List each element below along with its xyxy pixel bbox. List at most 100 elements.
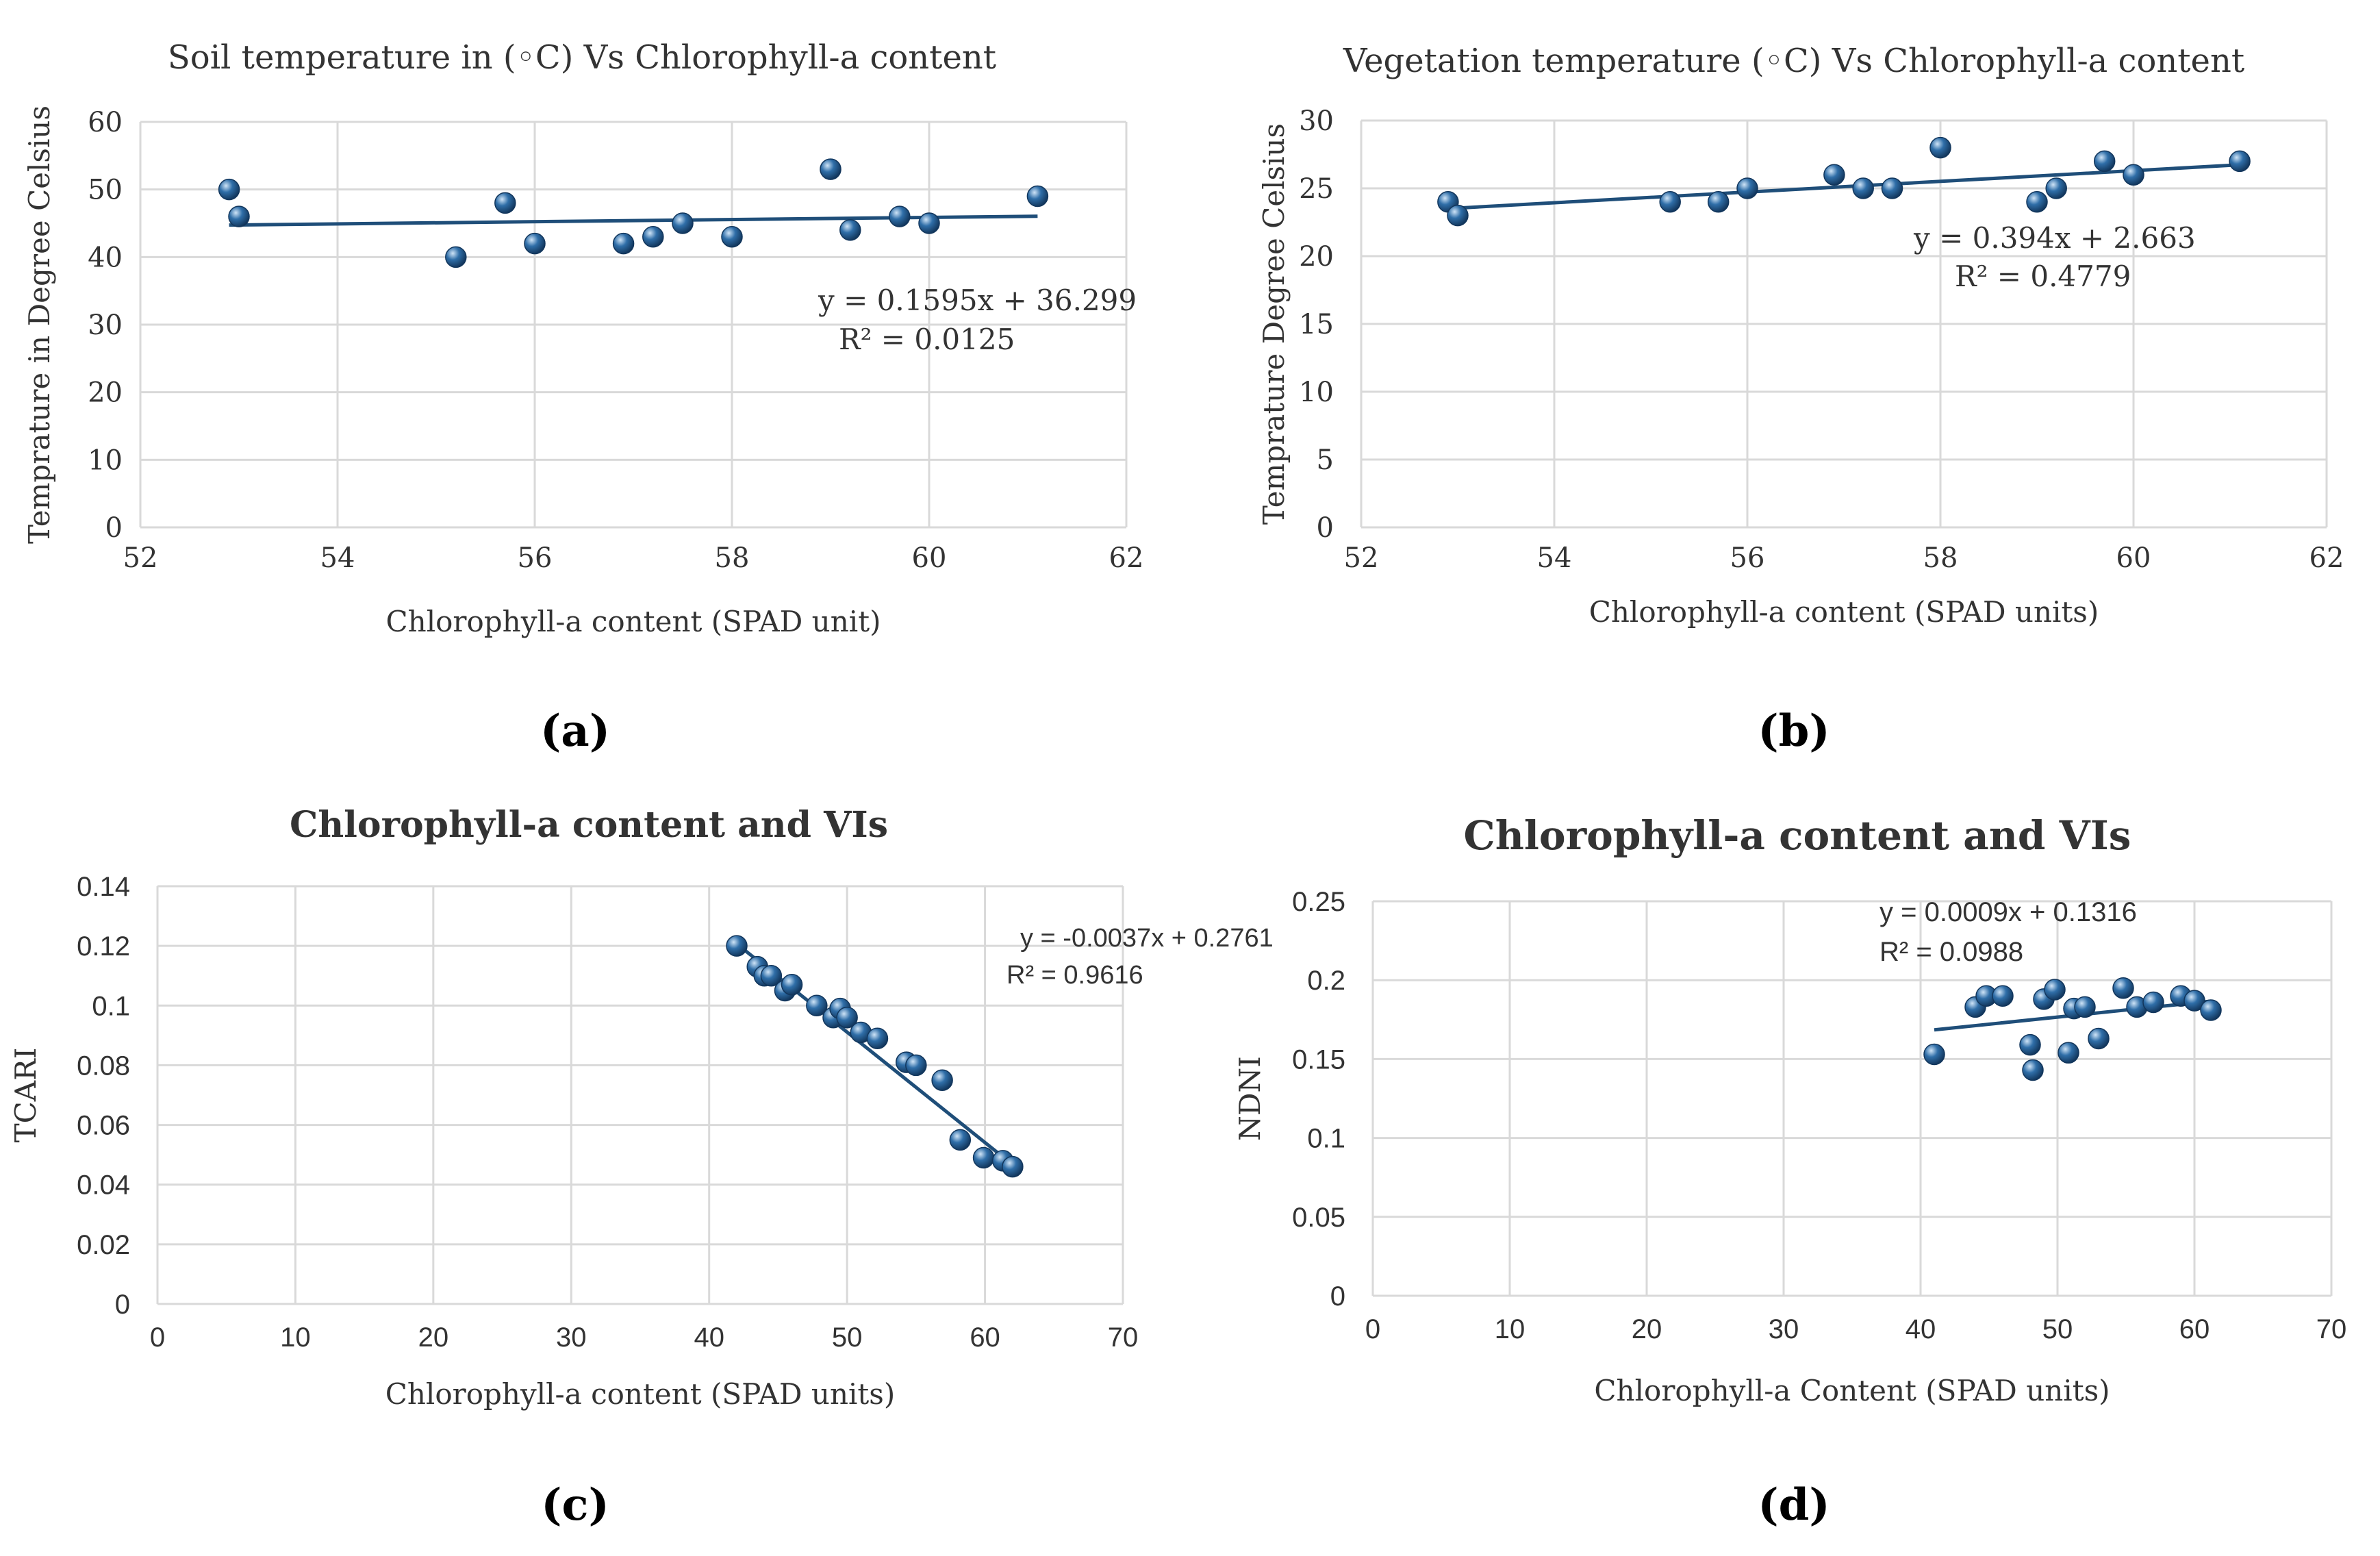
chart-a-y-axis-label: Temprature in Degree Celsius (23, 105, 56, 544)
chart-b-data-point (2026, 191, 2048, 213)
chart-d-ytick-label: 0.15 (1292, 1044, 1345, 1075)
chart-d-xtick-label: 60 (2179, 1314, 2210, 1344)
chart-a-ytick-label: 30 (88, 310, 123, 341)
chart-d-xtick-label: 40 (1906, 1314, 1936, 1344)
chart-a-data-point (218, 178, 240, 201)
chart-d-data-point (2019, 1033, 2041, 1056)
chart-d-xtick-label: 30 (1769, 1314, 1799, 1344)
chart-b-y-axis-label: Temprature Degree Celsius (1257, 123, 1291, 525)
chart-c-r-squared: R² = 0.9616 (1007, 961, 1143, 990)
panel-label-a: (a) (540, 705, 611, 757)
chart-c-x-axis-label: Chlorophyll-a content (SPAD units) (385, 1377, 896, 1411)
chart-a-title: Soil temperature in (◦C) Vs Chlorophyll-… (168, 38, 996, 77)
chart-d-ytick-label: 0.05 (1292, 1203, 1345, 1233)
chart-d-x-axis-label: Chlorophyll-a Content (SPAD units) (1594, 1374, 2110, 1407)
chart-b-xtick-label: 54 (1537, 542, 1572, 574)
chart-b-data-point (1659, 191, 1681, 213)
chart-d-ytick-label: 0.1 (1307, 1124, 1345, 1154)
chart-b-title: Vegetation temperature (◦C) Vs Chlorophy… (1343, 42, 2244, 80)
chart-c-data-point (931, 1069, 953, 1091)
chart-a-ytick-label: 50 (88, 175, 123, 206)
chart-b-xtick-label: 60 (2116, 542, 2151, 574)
chart-a-data-point (721, 225, 743, 248)
chart-d-data-point (2074, 996, 2096, 1018)
chart-a-ytick-label: 20 (88, 377, 123, 409)
chart-a-xtick-label: 58 (715, 542, 750, 574)
chart-d-ytick-label: 0 (1330, 1281, 1345, 1312)
chart-c-ytick-label: 0 (115, 1290, 130, 1320)
chart-a-xtick-label: 54 (320, 542, 355, 574)
chart-a-xtick-label: 52 (123, 542, 158, 574)
panel-label-c: (c) (541, 1479, 609, 1531)
chart-b-xtick-label: 62 (2309, 542, 2344, 574)
chart-a-xtick-label: 62 (1109, 542, 1144, 574)
chart-c-ytick-label: 0.12 (77, 931, 130, 962)
chart-b-xtick-label: 56 (1730, 542, 1765, 574)
chart-c-data-point (726, 935, 748, 957)
chart-d-data-point (2022, 1059, 2044, 1081)
chart-a-data-point (1026, 185, 1049, 208)
chart-d-data-point (2044, 979, 2066, 1001)
chart-a-data-point (672, 212, 694, 234)
chart-d-y-axis-label: NDNI (1233, 1056, 1267, 1141)
chart-c-data-point (905, 1054, 927, 1077)
chart-a-data-point (839, 219, 861, 241)
chart-b-data-point (1823, 164, 1845, 186)
chart-a-ytick-label: 40 (88, 242, 123, 273)
chart-c-data-point (866, 1027, 889, 1049)
chart-b-ytick-label: 15 (1299, 309, 1334, 340)
chart-d-r-squared: R² = 0.0988 (1879, 937, 2023, 967)
panel-label-d: (d) (1758, 1479, 1830, 1531)
chart-c-ytick-label: 0.06 (77, 1111, 130, 1141)
chart-c-xtick-label: 30 (556, 1322, 587, 1353)
chart-a-data-point (612, 232, 635, 255)
chart-b-data-point (1929, 136, 1951, 159)
chart-b-r-squared: R² = 0.4779 (1955, 260, 2131, 293)
chart-a-xtick-label: 56 (518, 542, 553, 574)
chart-c-data-point (781, 974, 803, 996)
chart-a-data-point (445, 246, 467, 268)
chart-c-data-point (836, 1006, 858, 1029)
chart-b-ytick-label: 10 (1299, 377, 1334, 408)
chart-b-ytick-label: 5 (1317, 444, 1334, 476)
panel-label-b: (b) (1758, 705, 1830, 757)
chart-b-data-point (1447, 204, 1469, 227)
chart-b-xtick-label: 52 (1344, 542, 1379, 574)
chart-a-data-point (642, 225, 664, 248)
chart-d-title: Chlorophyll-a content and VIs (1464, 812, 2131, 859)
chart-b-x-axis-label: Chlorophyll-a content (SPAD units) (1589, 595, 2099, 629)
chart-b-trendline (1447, 163, 2240, 211)
chart-a-data-point (889, 205, 911, 227)
chart-a-x-axis-label: Chlorophyll-a content (SPAD unit) (386, 605, 881, 638)
chart-a-equation: y = 0.1595x + 36.299 (818, 284, 1137, 317)
chart-d-data-point (2183, 990, 2205, 1012)
chart-d-ytick-label: 0.25 (1292, 887, 1345, 917)
chart-b-xtick-label: 58 (1923, 542, 1958, 574)
chart-d-xtick-label: 20 (1632, 1314, 1662, 1344)
chart-c-data-point (949, 1129, 972, 1151)
chart-b-equation: y = 0.394x + 2.663 (1913, 221, 2196, 255)
chart-a-ytick-label: 0 (105, 512, 123, 544)
chart-d-equation: y = 0.0009x + 0.1316 (1879, 897, 2137, 927)
chart-a-xtick-label: 60 (912, 542, 947, 574)
chart-a-data-point (820, 158, 841, 180)
chart-c-xtick-label: 50 (832, 1322, 863, 1353)
chart-b-data-point (2123, 164, 2144, 186)
chart-c-ytick-label: 0.02 (77, 1230, 130, 1260)
chart-a-data-point (524, 232, 546, 255)
chart-c-y-axis-label: TCARI (9, 1048, 42, 1143)
chart-d-data-point (2112, 977, 2134, 999)
chart-d-data-point (1992, 985, 2014, 1007)
chart-c-ytick-label: 0.1 (92, 991, 130, 1021)
chart-b-ytick-label: 25 (1299, 173, 1334, 205)
chart-d-xtick-label: 70 (2316, 1314, 2347, 1344)
chart-b-data-point (2093, 150, 2116, 173)
chart-c-xtick-label: 60 (970, 1322, 1000, 1353)
chart-c-xtick-label: 0 (150, 1322, 165, 1353)
chart-c-xtick-label: 10 (280, 1322, 311, 1353)
chart-a-data-point (228, 205, 250, 227)
chart-c-xtick-label: 40 (694, 1322, 724, 1353)
